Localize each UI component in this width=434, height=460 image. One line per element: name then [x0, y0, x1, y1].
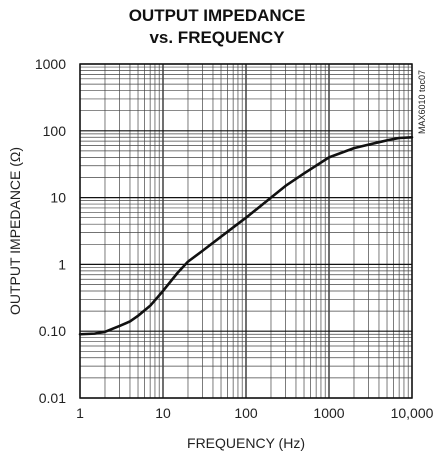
x-tick-label: 1000 [313, 405, 344, 421]
series-layer [78, 135, 414, 336]
x-tick-label: 100 [234, 405, 258, 421]
y-tick-label: 10 [50, 190, 66, 206]
y-axis-label: OUTPUT IMPEDANCE (Ω) [7, 147, 23, 315]
grid [79, 63, 413, 399]
part-code-annotation: MAX6010 toc07 [417, 70, 427, 134]
x-tick-labels: 1 10 100 1000 10,000 [76, 405, 434, 421]
chart-title: OUTPUT IMPEDANCE [128, 6, 306, 25]
y-tick-label: 1 [58, 256, 66, 272]
y-tick-label: 0.01 [39, 390, 66, 406]
x-tick-label: 1 [76, 405, 84, 421]
y-tick-label: 100 [43, 123, 67, 139]
y-tick-labels: 0.01 0.10 1 10 100 1000 [35, 56, 66, 406]
y-tick-label: 0.10 [39, 323, 66, 339]
x-axis-label: FREQUENCY (Hz) [187, 435, 305, 451]
x-tick-label: 10,000 [391, 405, 434, 421]
y-tick-label: 1000 [35, 56, 66, 72]
plot-frame [79, 63, 413, 399]
x-tick-label: 10 [155, 405, 171, 421]
chart-subtitle: vs. FREQUENCY [149, 28, 285, 47]
impedance-curve [78, 135, 414, 336]
